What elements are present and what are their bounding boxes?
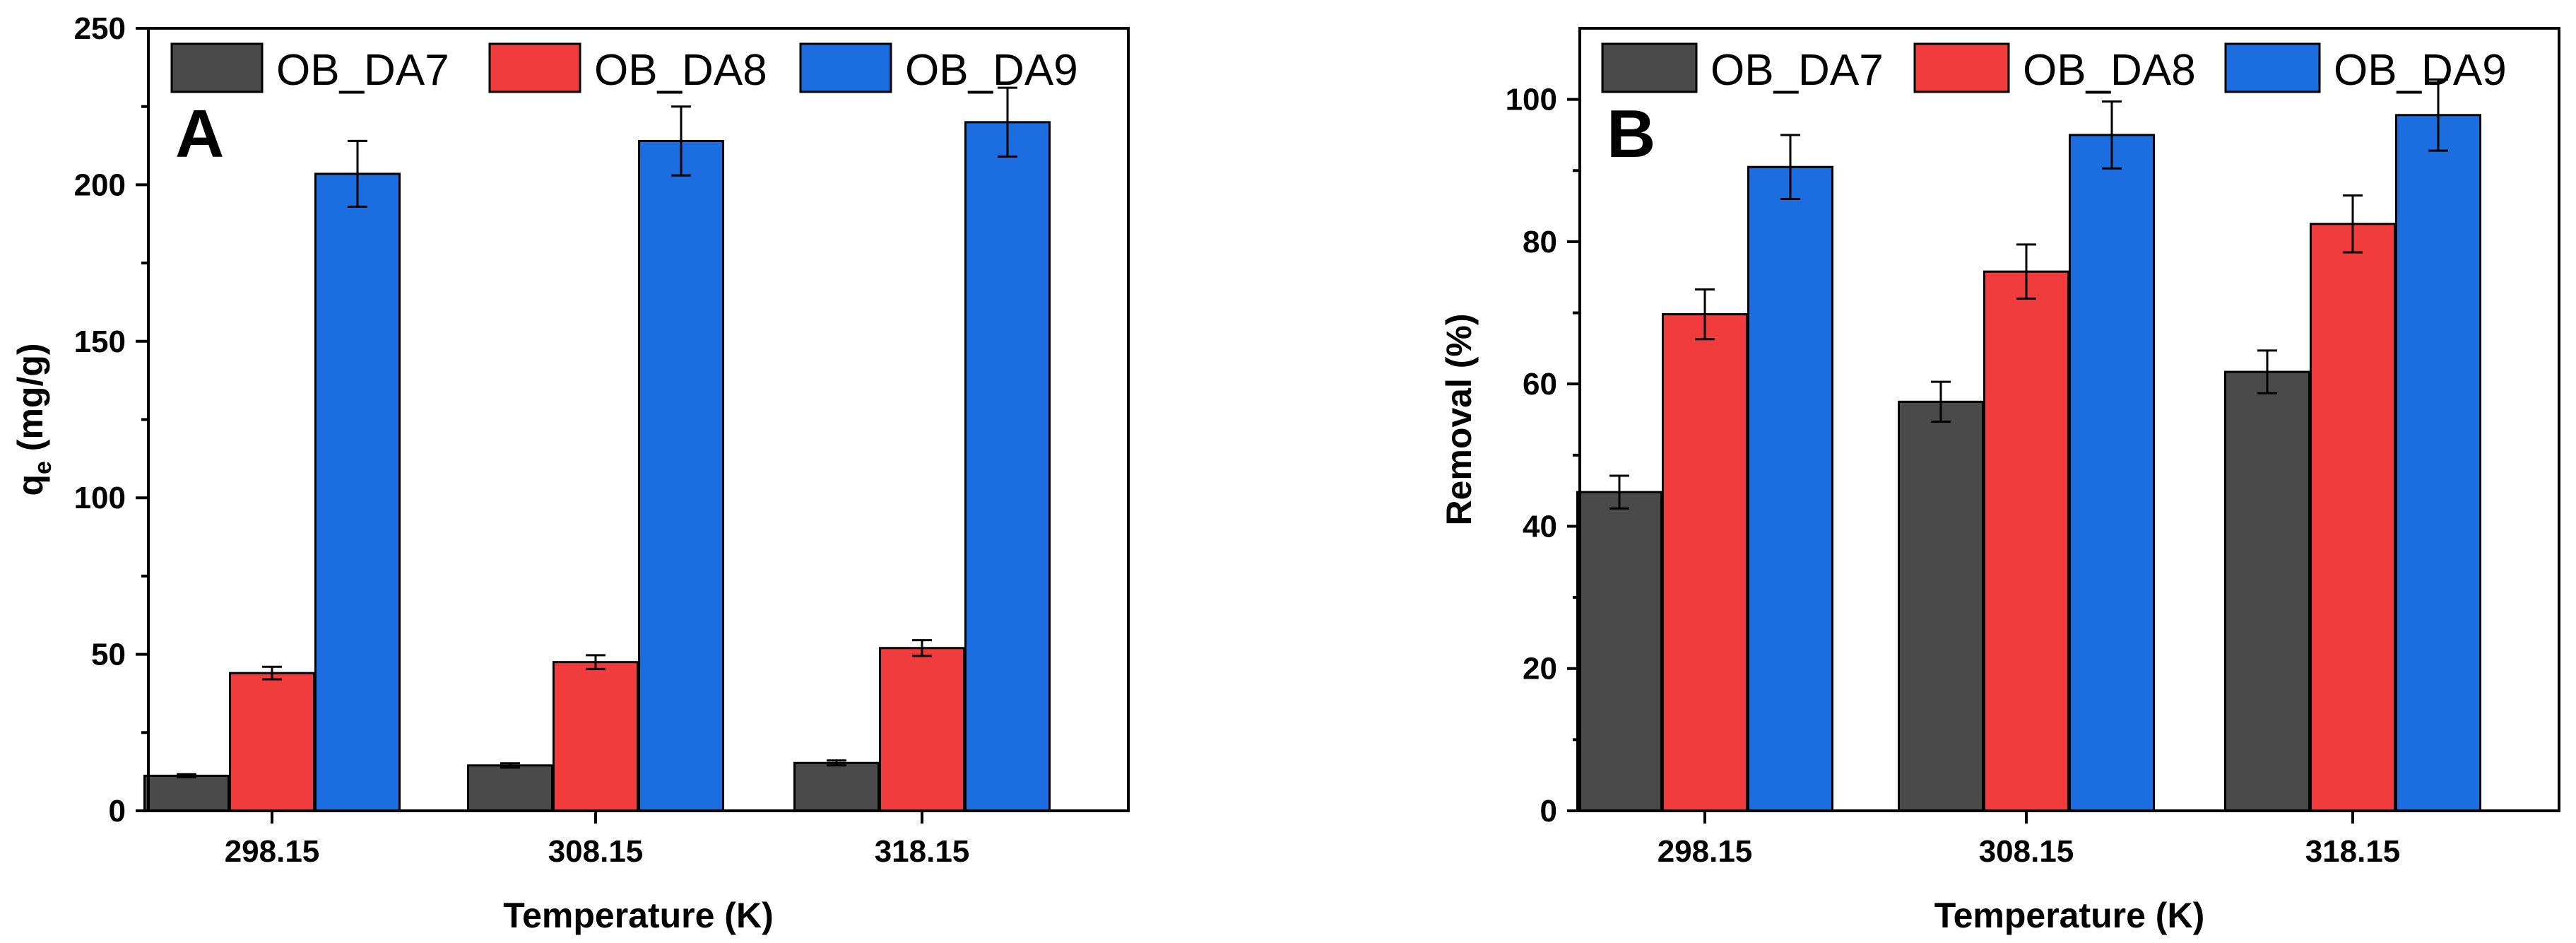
bar-ob_da8-308.15 — [1983, 270, 2069, 812]
error-bar-ob_da9-308.15 — [671, 105, 691, 177]
bar-ob_da8-308.15 — [553, 661, 639, 812]
panel-letter: B — [1607, 96, 1655, 172]
bar-ob_da7-298.15 — [1576, 491, 1662, 812]
bar-ob_da9-318.15 — [2395, 114, 2481, 812]
y-tick-label: 150 — [74, 324, 126, 359]
y-axis-title: Removal (%) — [1439, 313, 1479, 525]
bar-ob_da8-298.15 — [229, 672, 315, 812]
y-tick-label: 100 — [74, 481, 126, 515]
legend-swatch-ob_da9 — [799, 42, 892, 93]
error-bar-ob_da9-308.15 — [2102, 100, 2122, 170]
chart-panel-b: 0 20 40 60 80 100 298.15 308.15 318.15 Temperatur… — [1439, 27, 2560, 935]
bar-ob_da7-318.15 — [793, 761, 880, 812]
bar-ob_da9-298.15 — [1747, 165, 1833, 812]
y-tick-label: 100 — [1506, 83, 1557, 117]
error-bar-ob_da8-298.15 — [262, 665, 282, 681]
error-bar-ob_da8-318.15 — [2343, 194, 2363, 254]
axis-frame — [1578, 27, 2560, 812]
legend-label-ob_da7: OB_DA7 — [1711, 46, 1884, 95]
legend: OB_DA7 OB_DA8 OB_DA9 — [170, 42, 1078, 95]
error-bar-ob_da9-298.15 — [348, 139, 367, 208]
error-bar-ob_da9-318.15 — [2428, 78, 2448, 152]
bar-ob_da7-318.15 — [2224, 370, 2310, 812]
y-tick-label: 60 — [1523, 367, 1557, 402]
error-bar-ob_da8-308.15 — [586, 654, 605, 670]
y-tick-label: 200 — [74, 168, 126, 202]
error-bar-ob_da8-298.15 — [1695, 288, 1715, 341]
error-bar-ob_da7-308.15 — [500, 762, 520, 769]
legend-label-ob_da9: OB_DA9 — [905, 46, 1078, 95]
legend-label-ob_da8: OB_DA8 — [2023, 46, 2196, 95]
legend-label-ob_da7: OB_DA7 — [276, 46, 449, 95]
y-tick-label: 0 — [109, 794, 126, 828]
x-tick-label: 318.15 — [875, 834, 970, 869]
error-bar-ob_da7-318.15 — [2257, 349, 2277, 394]
error-bar-ob_da7-298.15 — [177, 773, 196, 779]
legend-swatch-ob_da8 — [1913, 42, 2010, 93]
y-tick-label: 80 — [1523, 225, 1557, 259]
error-bar-ob_da7-308.15 — [1931, 380, 1951, 423]
y-tick-label: 20 — [1523, 652, 1557, 686]
y-tick-label: 0 — [1540, 794, 1557, 828]
bar-ob_da8-318.15 — [2310, 223, 2396, 812]
error-bar-ob_da8-308.15 — [2016, 243, 2036, 300]
bar-ob_da8-298.15 — [1662, 313, 1748, 812]
x-axis-title: Temperature (K) — [1934, 896, 2204, 935]
legend-label-ob_da9: OB_DA9 — [2334, 46, 2507, 95]
x-tick-label: 318.15 — [2305, 834, 2401, 869]
legend-swatch-ob_da7 — [170, 42, 264, 93]
y-tick-label: 40 — [1523, 509, 1557, 544]
x-tick-label: 298.15 — [1658, 834, 1753, 869]
error-bar-ob_da7-318.15 — [827, 759, 846, 767]
x-axis-title: Temperature (K) — [503, 896, 773, 935]
bar-ob_da9-308.15 — [638, 139, 724, 812]
y-tick-label: 50 — [91, 638, 126, 672]
bar-ob_da9-318.15 — [964, 121, 1051, 812]
bar-ob_da7-308.15 — [1898, 400, 1984, 812]
error-bar-ob_da9-298.15 — [1780, 134, 1800, 201]
legend-swatch-ob_da9 — [2224, 42, 2321, 93]
legend-swatch-ob_da8 — [488, 42, 581, 93]
bar-ob_da9-308.15 — [2069, 134, 2155, 812]
y-tick-label: 250 — [74, 11, 126, 46]
y-axis-title: qe (mg/g) — [11, 343, 57, 496]
error-bar-ob_da7-298.15 — [1609, 474, 1629, 510]
legend-swatch-ob_da7 — [1601, 42, 1698, 93]
bar-ob_da7-298.15 — [143, 774, 230, 812]
chart-panel-a: 0 50 100 150 200 250 298.15 308.15 318.15 Tempera… — [11, 11, 1130, 935]
bar-ob_da8-318.15 — [879, 647, 965, 812]
legend-label-ob_da8: OB_DA8 — [594, 46, 767, 95]
bar-ob_da9-298.15 — [314, 172, 401, 812]
x-tick-label: 308.15 — [548, 834, 644, 869]
legend: OB_DA7 OB_DA8 OB_DA9 — [1601, 42, 2507, 95]
panel-letter: A — [175, 96, 224, 172]
x-tick-label: 298.15 — [225, 834, 320, 869]
error-bar-ob_da9-318.15 — [998, 86, 1017, 158]
x-tick-label: 308.15 — [1979, 834, 2074, 869]
error-bar-ob_da8-318.15 — [912, 639, 932, 657]
bar-ob_da7-308.15 — [467, 764, 553, 812]
